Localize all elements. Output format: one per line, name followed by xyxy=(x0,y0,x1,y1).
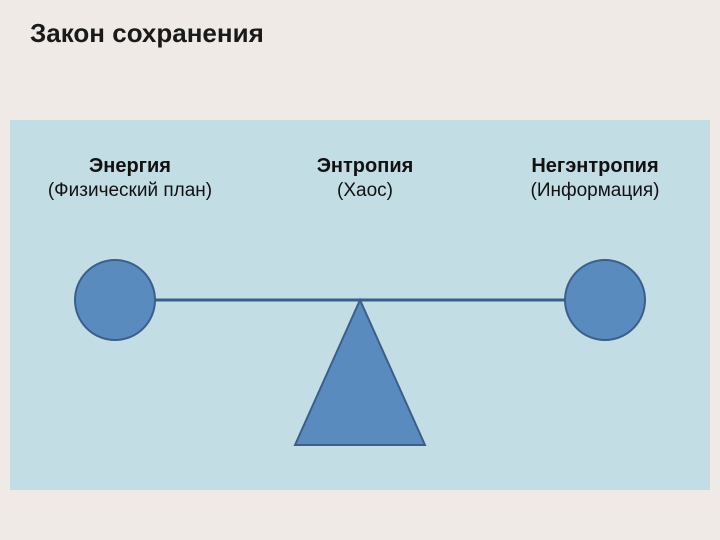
diagram-panel: Энергия (Физический план) Энтропия (Хаос… xyxy=(10,120,710,490)
right-ball xyxy=(565,260,645,340)
left-ball xyxy=(75,260,155,340)
balance-diagram xyxy=(10,120,710,490)
slide-title: Закон сохранения xyxy=(30,18,264,49)
fulcrum-triangle xyxy=(295,300,425,445)
